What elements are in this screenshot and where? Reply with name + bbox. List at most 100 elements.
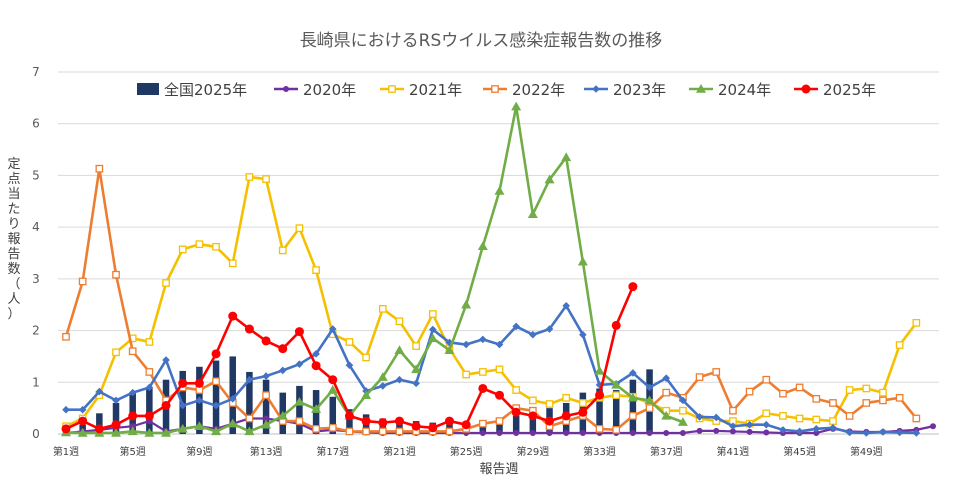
- data-point: [245, 414, 254, 423]
- data-point: [795, 383, 804, 392]
- data-point: [829, 417, 837, 425]
- legend-item: 2020年: [274, 81, 356, 99]
- data-point: [544, 174, 555, 184]
- data-point: [562, 393, 571, 402]
- data-point: [277, 410, 288, 420]
- data-point: [295, 417, 304, 425]
- bar-zenkoku-2025: [146, 387, 153, 434]
- data-point: [228, 311, 238, 321]
- data-point: [561, 152, 572, 162]
- bar-zenkoku-2025: [246, 371, 253, 434]
- x-tick-label: 第29週: [516, 445, 549, 458]
- data-point: [679, 406, 687, 415]
- bar-zenkoku-2025: [212, 360, 220, 434]
- data-point: [412, 342, 420, 350]
- data-point: [78, 416, 88, 426]
- data-point: [378, 382, 387, 390]
- data-point: [78, 277, 87, 286]
- data-point: [611, 320, 621, 330]
- data-point: [411, 421, 421, 431]
- data-point: [195, 396, 204, 405]
- y-axis-title-char: 人: [7, 292, 20, 307]
- data-point: [378, 427, 387, 436]
- data-point: [428, 310, 437, 318]
- data-point: [762, 420, 771, 429]
- y-axis-title-char: 報: [7, 232, 20, 247]
- data-point: [162, 279, 170, 287]
- data-point: [513, 429, 520, 436]
- series-line-3: [62, 164, 921, 436]
- data-point: [378, 418, 388, 428]
- data-point: [479, 429, 486, 436]
- y-axis-title-char: 告: [7, 247, 20, 262]
- data-point: [262, 175, 270, 183]
- data-point: [361, 416, 371, 426]
- x-tick-label: 第25週: [450, 445, 483, 458]
- data-point: [244, 324, 254, 334]
- x-tick-label: 第45週: [783, 445, 816, 458]
- data-point: [645, 383, 654, 392]
- data-point: [712, 368, 721, 376]
- data-point: [195, 240, 204, 249]
- data-point: [362, 427, 370, 436]
- y-axis-title-char: た: [7, 202, 20, 217]
- data-point: [545, 400, 554, 408]
- data-point: [478, 419, 487, 428]
- data-point: [745, 420, 754, 429]
- data-point: [495, 340, 504, 349]
- data-point: [244, 426, 255, 436]
- series-path: [65, 105, 684, 435]
- data-point: [211, 426, 222, 436]
- x-tick-label: 第1週: [53, 445, 79, 458]
- data-point: [445, 427, 454, 436]
- line-series: [61, 101, 936, 437]
- legend-item: 2023年: [584, 81, 666, 99]
- data-point: [545, 416, 555, 426]
- data-point: [94, 424, 104, 434]
- data-point: [812, 415, 821, 424]
- data-point: [511, 101, 522, 111]
- data-point: [578, 407, 588, 417]
- data-point: [345, 338, 354, 346]
- data-point: [611, 379, 622, 389]
- data-point: [695, 373, 704, 381]
- data-point: [779, 412, 787, 420]
- data-point: [862, 429, 871, 437]
- data-point: [245, 375, 254, 384]
- data-point: [494, 185, 505, 195]
- data-point: [263, 415, 270, 422]
- data-point: [496, 429, 503, 436]
- x-tick-label: 第21週: [383, 445, 416, 458]
- bar-zenkoku-2025: [529, 410, 537, 434]
- series-path: [66, 304, 917, 435]
- y-axis-title: 定点当たり報告数（人）: [7, 157, 20, 322]
- data-point: [295, 224, 304, 233]
- data-point: [779, 389, 787, 398]
- data-point: [194, 378, 204, 388]
- data-point: [278, 246, 287, 255]
- data-point: [645, 404, 654, 412]
- data-point: [795, 427, 804, 436]
- data-point: [327, 385, 338, 394]
- data-point: [562, 301, 570, 310]
- data-point: [912, 318, 921, 327]
- data-point: [161, 427, 172, 437]
- data-point: [812, 425, 821, 433]
- y-tick-label: 0: [32, 427, 40, 441]
- data-point: [62, 332, 70, 341]
- data-point: [528, 396, 537, 405]
- data-point: [862, 384, 871, 393]
- y-axis-title-char: り: [7, 217, 20, 232]
- data-point: [845, 428, 854, 437]
- data-point: [677, 417, 688, 426]
- y-tick-label: 6: [32, 117, 40, 131]
- series-line-6: [61, 282, 638, 434]
- x-tick-label: 第33週: [583, 445, 616, 458]
- data-point: [227, 418, 238, 428]
- legend-label: 全国2025年: [164, 81, 247, 99]
- data-point: [261, 419, 272, 429]
- data-point: [262, 391, 270, 400]
- y-tick-label: 2: [32, 324, 40, 338]
- x-axis-title: 報告週: [479, 462, 518, 477]
- data-point: [112, 270, 120, 279]
